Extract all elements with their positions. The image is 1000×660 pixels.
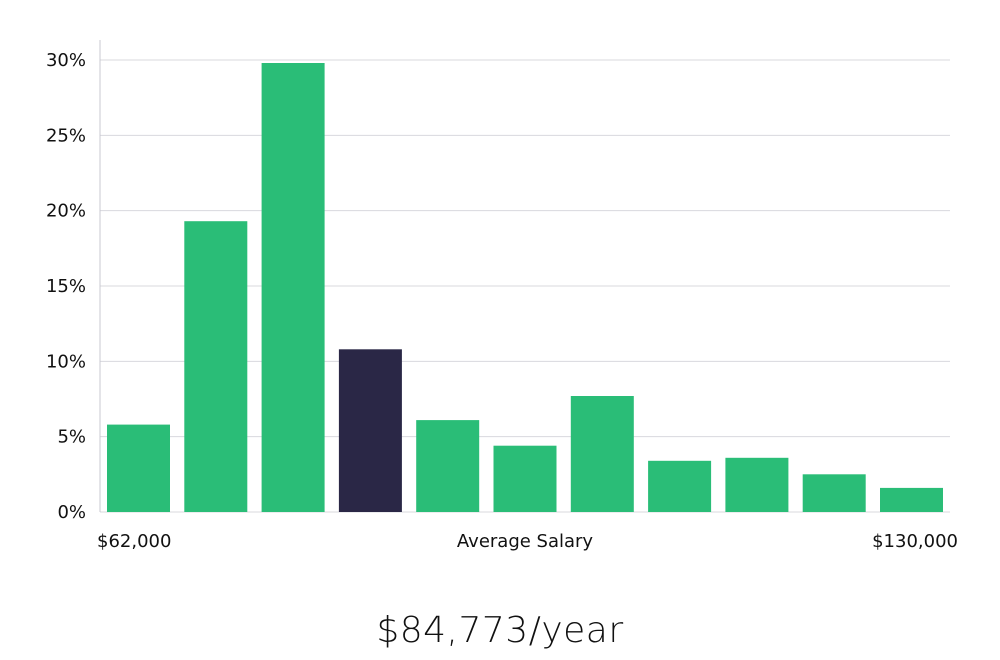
bars xyxy=(107,63,943,512)
bar xyxy=(570,396,634,512)
bar xyxy=(107,424,170,512)
bar xyxy=(493,445,557,512)
y-tick-label: 15% xyxy=(46,276,86,297)
bar xyxy=(261,63,325,512)
y-tick-label: 20% xyxy=(46,201,86,222)
salary-histogram-chart: 0% 5% 10% 15% 20% 25% 30% $62,000 Average Sala… xyxy=(46,40,958,552)
x-axis-title: Average Salary xyxy=(457,531,594,552)
bar xyxy=(648,460,712,512)
y-tick-label: 0% xyxy=(57,502,86,523)
bar xyxy=(802,474,866,512)
y-axis-ticks: 0% 5% 10% 15% 20% 25% 30% xyxy=(46,50,86,523)
bar-highlighted xyxy=(338,349,402,512)
bar xyxy=(880,487,943,512)
y-tick-label: 30% xyxy=(46,50,86,71)
x-axis-min-label: $62,000 xyxy=(97,531,171,552)
y-tick-label: 10% xyxy=(46,351,86,372)
average-salary-value: $84,773/year xyxy=(376,610,624,651)
x-axis-max-label: $130,000 xyxy=(872,531,958,552)
bar xyxy=(416,420,480,512)
bar xyxy=(725,457,789,512)
y-tick-label: 25% xyxy=(46,125,86,146)
y-tick-label: 5% xyxy=(57,427,86,448)
bar xyxy=(184,221,248,512)
